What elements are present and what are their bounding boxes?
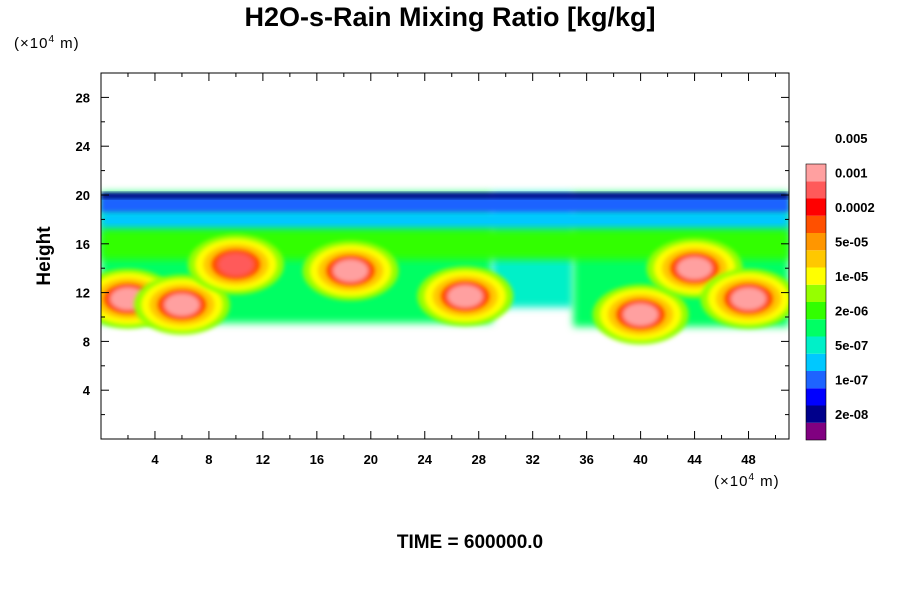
colorbar-label: 1e-05 bbox=[835, 269, 868, 284]
colorbar-swatch-4 bbox=[806, 371, 826, 389]
field-layer-top bbox=[101, 192, 789, 199]
colorbar-label: 5e-05 bbox=[835, 235, 868, 250]
colorbar-label: 2e-08 bbox=[835, 407, 868, 422]
y-unit-exponent: 4 bbox=[48, 34, 56, 45]
colorbar-frame bbox=[805, 163, 827, 441]
colorbar-swatch-2 bbox=[806, 405, 826, 423]
colorbar-label: 0.005 bbox=[835, 131, 868, 146]
y-tick-label: 28 bbox=[76, 90, 90, 105]
y-tick-label: 20 bbox=[76, 188, 90, 203]
colorbar-swatch-3 bbox=[806, 388, 826, 406]
chart-title: H2O-s-Rain Mixing Ratio [kg/kg] bbox=[244, 2, 656, 32]
colorbar-swatch-9 bbox=[806, 284, 826, 302]
x-tick-label: 40 bbox=[633, 452, 647, 467]
field-core-8-ring-5 bbox=[731, 287, 766, 310]
field-core-8 bbox=[700, 268, 789, 329]
colorbar-swatch-5 bbox=[806, 353, 826, 371]
x-unit-exponent: 4 bbox=[748, 472, 756, 483]
x-tick-label: 44 bbox=[687, 452, 702, 467]
field-core-4-ring-5 bbox=[333, 259, 369, 282]
x-unit-prefix: (×10 bbox=[714, 473, 749, 490]
x-tick-label: 36 bbox=[579, 452, 593, 467]
colorbar-swatch-7 bbox=[806, 319, 826, 337]
y-unit-suffix: m) bbox=[55, 35, 80, 52]
colorbar-label: 0.0002 bbox=[835, 200, 875, 215]
colorbar-swatch-14 bbox=[806, 198, 826, 216]
y-axis-label: Height bbox=[34, 226, 55, 286]
colorbar-swatch-6 bbox=[806, 336, 826, 354]
x-tick-label: 48 bbox=[741, 452, 755, 467]
colorbar-swatch-10 bbox=[806, 267, 826, 285]
x-tick-label: 16 bbox=[310, 452, 324, 467]
colorbar: 2e-08 1e-07 5e-07 2e-06 1e-05 5e-05 0.0002 0.00… bbox=[805, 131, 875, 441]
field-core-6 bbox=[592, 284, 689, 345]
colorbar-swatch-12 bbox=[806, 233, 826, 251]
x-tick-label: 24 bbox=[418, 452, 433, 467]
colorbar-swatch-15 bbox=[806, 181, 826, 199]
field-layer-cyan bbox=[101, 209, 789, 232]
field-core-3-ring-5 bbox=[218, 253, 254, 276]
x-tick-label: 20 bbox=[364, 452, 378, 467]
field-core-3 bbox=[187, 234, 284, 295]
colorbar-label: 1e-07 bbox=[835, 373, 868, 388]
x-tick-label: 4 bbox=[151, 452, 159, 467]
field-core-7-ring-5 bbox=[677, 257, 713, 280]
colorbar-swatch-16 bbox=[806, 164, 826, 182]
x-tick-label: 8 bbox=[205, 452, 212, 467]
colorbar-swatch-13 bbox=[806, 215, 826, 233]
field-core-5-ring-5 bbox=[447, 285, 483, 308]
y-tick-label: 16 bbox=[76, 237, 90, 252]
field-core-6-ring-5 bbox=[623, 303, 659, 326]
plot-frame bbox=[100, 72, 790, 440]
y-tick-label: 24 bbox=[76, 139, 91, 154]
colorbar-label: 0.001 bbox=[835, 166, 868, 181]
colorbar-swatch-8 bbox=[806, 302, 826, 320]
y-tick-label: 4 bbox=[83, 383, 91, 398]
field-layer-blue bbox=[101, 196, 789, 213]
mixing-ratio-field bbox=[101, 192, 789, 345]
x-tick-label: 28 bbox=[471, 452, 485, 467]
field-core-4 bbox=[302, 240, 399, 301]
field-core-2 bbox=[133, 274, 230, 335]
colorbar-swatch-11 bbox=[806, 250, 826, 268]
y-tick-label: 12 bbox=[76, 286, 90, 301]
colorbar-swatch-1 bbox=[806, 422, 826, 440]
x-tick-label: 32 bbox=[525, 452, 539, 467]
colorbar-label: 5e-07 bbox=[835, 338, 868, 353]
x-tick-label: 12 bbox=[256, 452, 270, 467]
y-axis-unit: (×104 m) bbox=[14, 34, 80, 52]
time-label: TIME = 600000.0 bbox=[396, 532, 544, 553]
field-core-2-ring-5 bbox=[164, 293, 200, 316]
field-core-5 bbox=[417, 266, 514, 327]
y-tick-label: 8 bbox=[83, 334, 90, 349]
x-unit-suffix: m) bbox=[755, 473, 780, 490]
colorbar-label: 2e-06 bbox=[835, 304, 868, 319]
y-unit-prefix: (×10 bbox=[14, 35, 49, 52]
x-axis-unit: (×104 m) bbox=[714, 472, 780, 490]
